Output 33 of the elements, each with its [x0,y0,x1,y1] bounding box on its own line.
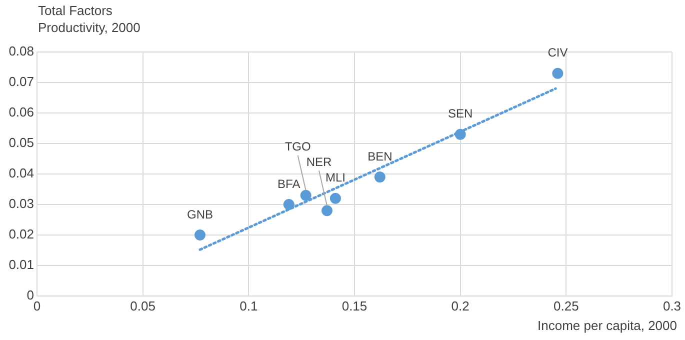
annotation: BEN [368,149,392,164]
annotation: TGO [284,140,311,154]
annotation: SEN [448,106,473,121]
y-tick-label: 0.06 [8,104,34,120]
y-tick-label: 0.08 [8,44,34,59]
point [321,205,332,216]
y-axis-title: Total Factors Productivity, 2000 [38,2,142,36]
x-tick-label: 0.15 [342,298,368,314]
y-tick-label: 0.05 [8,135,34,150]
point [300,190,312,201]
point [194,230,206,240]
point [283,199,294,210]
annotation: CIV [548,46,568,60]
x-tick-label: 0.1 [240,298,258,314]
x-tick-label: 0.3 [662,298,682,314]
x-axis-title: Income per capita, 2000 [538,318,677,333]
y-tick-label: 0.02 [8,226,34,242]
y-tick-label: 0.04 [8,166,34,181]
y-tick-label: 0.03 [8,196,34,212]
x-tick-label: 0.25 [554,298,579,314]
point [454,128,466,140]
y-tick-label: 0.01 [8,257,34,272]
y-tick-label: 0 [26,288,34,303]
point [330,192,341,204]
x-tick-label: 0.2 [451,298,470,314]
annotation: MLI [325,170,346,185]
annotation: GNB [186,207,213,222]
annotation: BFA [278,176,300,191]
x-tick-label: 0.05 [130,298,156,314]
annotation: NER [306,154,332,169]
point [552,68,564,79]
point [374,172,386,183]
y-tick-label: 0.07 [8,74,34,90]
